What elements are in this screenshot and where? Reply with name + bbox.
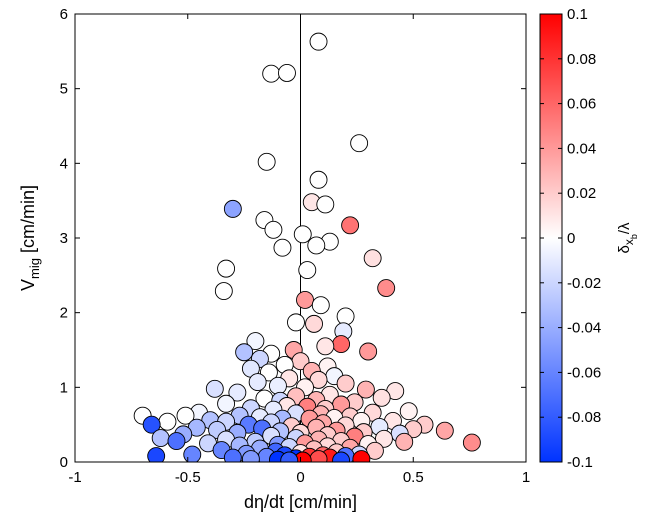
colorbar-tick-label: 0.02 bbox=[567, 185, 596, 202]
colorbar-tick-label: 0.04 bbox=[567, 140, 596, 157]
scatter-point bbox=[311, 296, 330, 315]
scatter-point bbox=[316, 195, 335, 214]
scatter-point bbox=[235, 343, 254, 362]
x-tick-label: -1 bbox=[68, 469, 81, 486]
scatter-point bbox=[217, 259, 236, 278]
scatter-point bbox=[280, 451, 299, 462]
x-axis-label: dη/dt [cm/min] bbox=[244, 492, 357, 512]
scatter-point bbox=[350, 134, 369, 153]
colorbar-label-main: δ bbox=[616, 245, 633, 253]
scatter-point bbox=[356, 380, 375, 399]
x-tick-label: 1 bbox=[522, 469, 530, 486]
colorbar-tick-label: -0.1 bbox=[567, 454, 593, 471]
scatter-point bbox=[341, 216, 360, 235]
y-tick-label: 3 bbox=[60, 230, 68, 247]
colorbar-tick-label: -0.02 bbox=[567, 275, 601, 292]
scatter-point bbox=[262, 64, 281, 83]
scatter-point bbox=[147, 447, 166, 462]
scatter-point bbox=[296, 291, 314, 309]
colorbar-tick-label: 0.1 bbox=[567, 6, 588, 23]
colorbar-label-sub: x bbox=[622, 239, 636, 245]
scatter-point bbox=[309, 32, 328, 51]
scatter-point bbox=[363, 249, 382, 268]
scatter-point bbox=[372, 388, 391, 407]
scatter-point bbox=[214, 282, 233, 300]
scatter-point bbox=[205, 379, 224, 398]
scatter-point bbox=[183, 445, 202, 462]
y-tick-label: 5 bbox=[60, 81, 68, 98]
scatter-point bbox=[223, 199, 242, 218]
colorbar-tick-label: 0 bbox=[567, 230, 575, 247]
scatter-point bbox=[142, 415, 161, 434]
colorbar-label-subsub: b bbox=[629, 234, 639, 239]
scatter-point bbox=[352, 450, 371, 462]
scatter-point bbox=[264, 220, 283, 239]
scatter-point bbox=[269, 376, 287, 395]
scatter-point bbox=[167, 432, 186, 451]
scatter-point bbox=[332, 451, 351, 462]
y-tick-label: 2 bbox=[60, 305, 68, 322]
scatter-point bbox=[332, 335, 351, 353]
x-tick-label: 0 bbox=[296, 469, 304, 486]
y-axis-label: Vmig [cm/min] bbox=[18, 185, 42, 291]
scatter-point bbox=[309, 450, 328, 462]
scatter-point bbox=[298, 261, 317, 280]
colorbar-tick-label: -0.06 bbox=[567, 364, 601, 381]
colorbar-tick-label: -0.08 bbox=[567, 409, 601, 426]
scatter-point bbox=[399, 402, 418, 421]
y-tick-label: 6 bbox=[60, 6, 68, 23]
scatter-point bbox=[223, 448, 242, 462]
y-axis-label-unit: [cm/min] bbox=[18, 185, 38, 258]
y-axis-label-sub: mig bbox=[27, 258, 42, 279]
scatter-point bbox=[158, 412, 177, 431]
scatter-point bbox=[395, 432, 414, 451]
scatter-point bbox=[377, 279, 396, 297]
colorbar-label: δxb/λ bbox=[616, 222, 639, 254]
scatter-point bbox=[309, 370, 328, 389]
scatter-point bbox=[151, 429, 170, 448]
y-tick-label: 0 bbox=[60, 454, 68, 471]
scatter-point bbox=[309, 170, 328, 189]
y-tick-label: 4 bbox=[60, 155, 68, 172]
scatter-point bbox=[278, 64, 296, 82]
scatter-point bbox=[307, 236, 326, 255]
x-tick-label: 0.5 bbox=[403, 469, 424, 486]
x-tick-label: -0.5 bbox=[175, 469, 201, 486]
scatter-point bbox=[374, 429, 393, 448]
scatter-point bbox=[336, 307, 355, 326]
scatter-point bbox=[316, 337, 335, 356]
colorbar-label-tail: /λ bbox=[616, 222, 633, 234]
colorbar-tick-label: 0.08 bbox=[567, 51, 596, 68]
scatter-point bbox=[305, 314, 323, 333]
scatter-point bbox=[176, 406, 195, 425]
y-tick-label: 1 bbox=[60, 379, 68, 396]
scatter-point bbox=[435, 421, 454, 440]
scatter-point bbox=[273, 238, 292, 257]
scatter-point bbox=[359, 342, 378, 361]
scatter-point bbox=[228, 383, 247, 402]
scatter-point bbox=[462, 433, 481, 452]
scatter-point bbox=[217, 394, 236, 413]
scatter-point bbox=[287, 313, 305, 332]
scatter-point bbox=[257, 152, 276, 171]
colorbar-tick-label: 0.06 bbox=[567, 96, 596, 113]
colorbar-tick-label: -0.04 bbox=[567, 320, 601, 337]
scatter-point bbox=[293, 225, 312, 244]
scatter-point bbox=[246, 332, 265, 350]
scatter-point bbox=[336, 374, 355, 393]
scatter-point bbox=[241, 450, 260, 462]
scatter-point bbox=[248, 373, 267, 392]
y-axis-label-main: V bbox=[18, 279, 38, 291]
